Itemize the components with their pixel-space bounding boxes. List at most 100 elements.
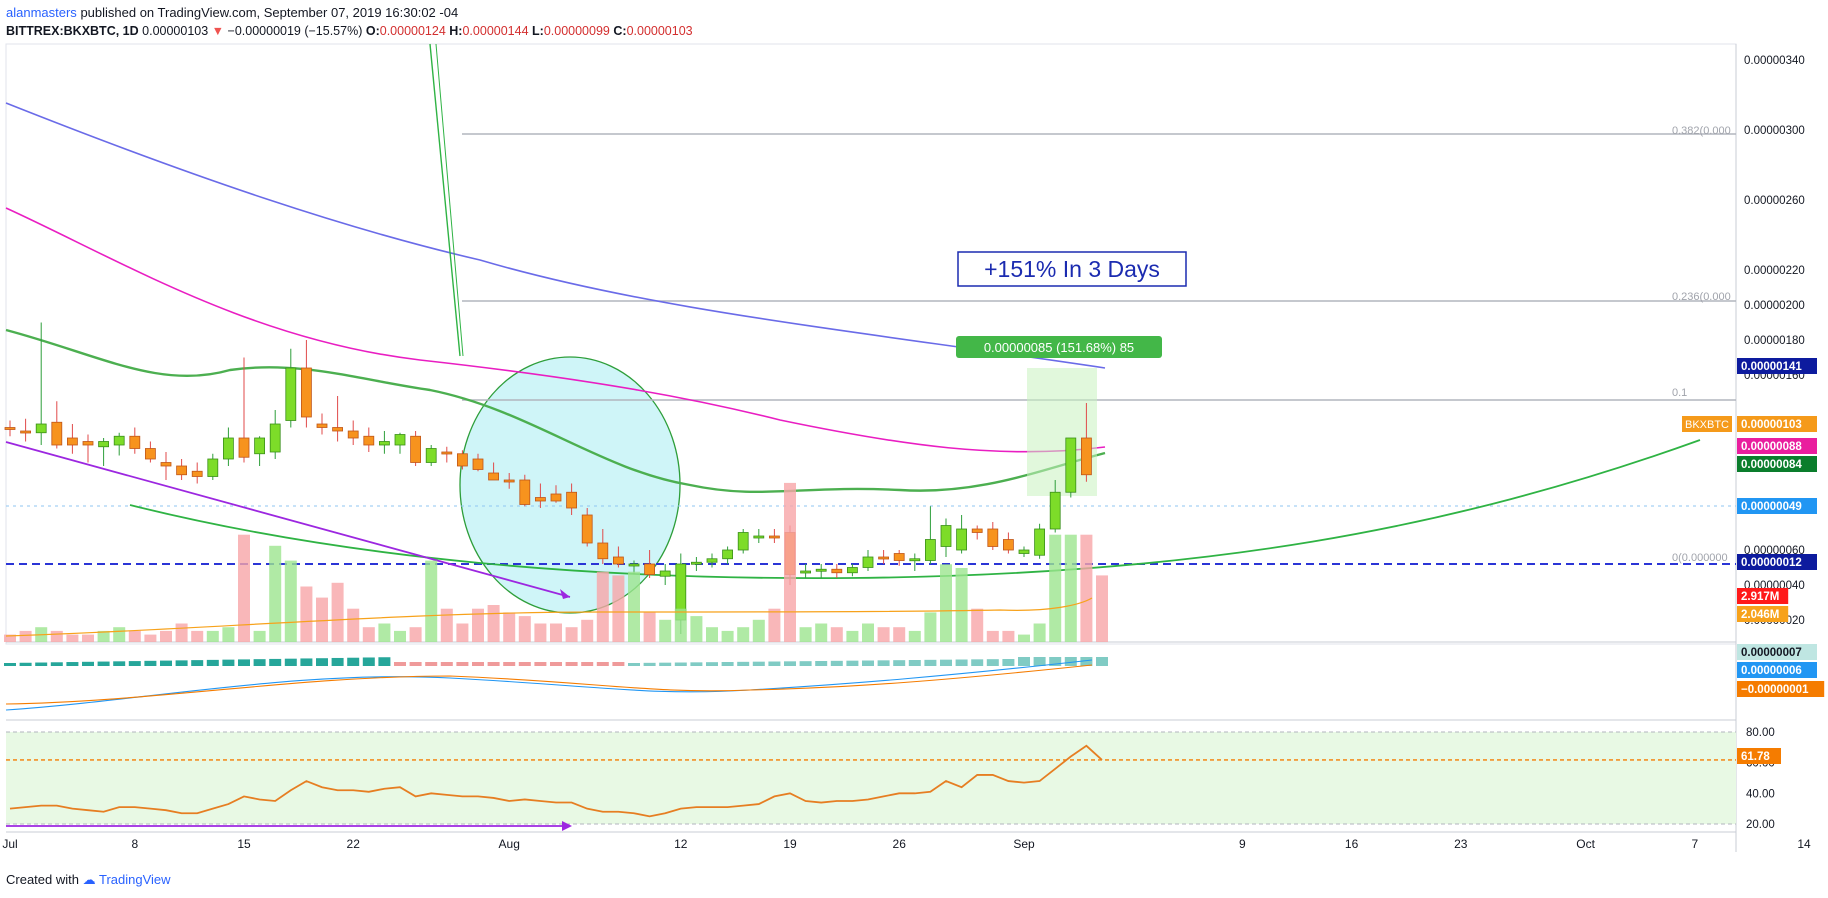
volume-bar	[1049, 534, 1062, 642]
volume-bar	[971, 608, 984, 642]
annotation-box	[957, 251, 1187, 287]
price-tag-bg	[1737, 662, 1817, 678]
symbol-line: BITTREX:BKXBTC, 1D 0.00000103 ▼ −0.00000…	[6, 22, 693, 40]
candle-body	[1018, 549, 1030, 554]
down-arrow-icon: ▼	[211, 24, 225, 38]
macd-histogram-bar	[1049, 657, 1062, 666]
time-tick-label: Jul	[2, 837, 17, 851]
candle-body	[722, 549, 733, 560]
candle-body	[441, 451, 453, 455]
time-tick-label: 12	[674, 837, 688, 851]
price-tag-bg	[1737, 681, 1825, 697]
purple-trendline	[5, 441, 571, 598]
rsi-arrow-icon	[562, 821, 572, 831]
macd-histogram-bar	[440, 662, 453, 666]
macd-histogram-bar	[752, 661, 765, 666]
volume-bar	[331, 582, 344, 642]
macd-histogram-bar	[940, 659, 952, 666]
steep-green-line	[429, 43, 461, 357]
volume-bar	[955, 568, 968, 642]
candle-body	[566, 491, 577, 509]
candle-body	[254, 437, 266, 455]
candle-body	[644, 563, 655, 575]
macd-histogram-bar	[1002, 659, 1015, 666]
price-tag-text: 61.78	[1741, 751, 1770, 763]
volume-bar	[284, 560, 297, 642]
candle-body	[1034, 528, 1045, 556]
macd-histogram-bar	[986, 659, 999, 666]
volume-bar	[4, 634, 16, 642]
volume-bar	[50, 630, 63, 642]
macd-histogram-bar	[253, 659, 266, 666]
volume-bar	[362, 627, 375, 642]
macd-histogram-bar	[877, 660, 890, 666]
candle-body	[113, 435, 125, 446]
tradingview-logo-icon: ☁	[82, 872, 96, 887]
volume-bar	[144, 634, 157, 642]
volume-bar	[1018, 634, 1030, 642]
price-tick-label: 0.00000220	[1744, 265, 1805, 277]
macd-histogram-bar	[222, 659, 235, 666]
time-tick-label: 22	[347, 837, 361, 851]
macd-histogram-bar	[674, 662, 687, 666]
candle-body	[691, 561, 702, 565]
volume-bar	[175, 623, 188, 642]
candle-body	[628, 563, 640, 567]
macd-histogram-bar	[97, 661, 110, 666]
macd-histogram-bar	[768, 661, 781, 666]
candle-body	[940, 525, 952, 547]
macd-histogram-bar	[362, 657, 375, 666]
volume-bar	[643, 612, 656, 642]
macd-histogram-bar	[643, 662, 656, 666]
price-tag-text: −0.00000001	[1741, 684, 1809, 696]
measure-label-box	[956, 336, 1162, 358]
candle-body	[129, 435, 141, 449]
time-tick-label: Sep	[1013, 837, 1035, 851]
high-label: H:	[449, 24, 463, 38]
volume-bar	[1096, 575, 1108, 642]
macd-histogram-bar	[550, 662, 562, 666]
candle-body	[472, 458, 484, 470]
author-link[interactable]: alanmasters	[6, 5, 77, 20]
price-tag: 0.00000088	[1737, 438, 1817, 454]
time-tick-label: Oct	[1576, 837, 1595, 851]
candle-body	[1049, 491, 1061, 530]
macd-histogram-bar	[1096, 657, 1108, 666]
candle-body	[613, 556, 624, 565]
time-tick-label: 26	[893, 837, 907, 851]
macd-histogram-bar	[82, 661, 94, 666]
volume-bar	[940, 564, 952, 642]
macd-histogram-bar	[144, 660, 157, 666]
volume-ma-line	[5, 597, 1093, 637]
macd-histogram-bar	[846, 660, 859, 666]
volume-bar	[862, 623, 874, 642]
price-tag-bg	[1737, 456, 1817, 472]
price-tag: 0.00000012	[1737, 554, 1817, 570]
volume-bar	[456, 623, 469, 642]
price-tag: 0.00000007	[1737, 644, 1817, 660]
candle-body	[176, 465, 188, 476]
macd-histogram-bar	[19, 662, 32, 666]
tradingview-link[interactable]: TradingView	[99, 872, 171, 887]
price-tag: 0.00000103	[1737, 416, 1817, 432]
volume-bar	[1064, 534, 1077, 642]
candle-body	[878, 556, 889, 560]
macd-histogram-bar	[160, 660, 172, 666]
volume-bar	[768, 608, 781, 642]
volume-bar	[1033, 623, 1046, 642]
volume-bar	[784, 482, 796, 642]
candle-body	[1081, 437, 1092, 476]
volume-bar	[659, 619, 672, 642]
macd-histogram-bar	[238, 659, 250, 666]
candle-body	[519, 479, 531, 505]
price-tag-text: 0.00000141	[1741, 361, 1802, 373]
macd-histogram-bar	[721, 662, 734, 666]
time-tick-label: 14	[1797, 837, 1811, 851]
price-tag: 0.00000141	[1737, 358, 1817, 374]
volume-bar	[690, 616, 703, 642]
macd-histogram-bar	[1033, 657, 1046, 666]
candle-body	[550, 493, 562, 502]
price-tag: 2.917M	[1737, 588, 1789, 604]
candle-body	[222, 437, 234, 460]
